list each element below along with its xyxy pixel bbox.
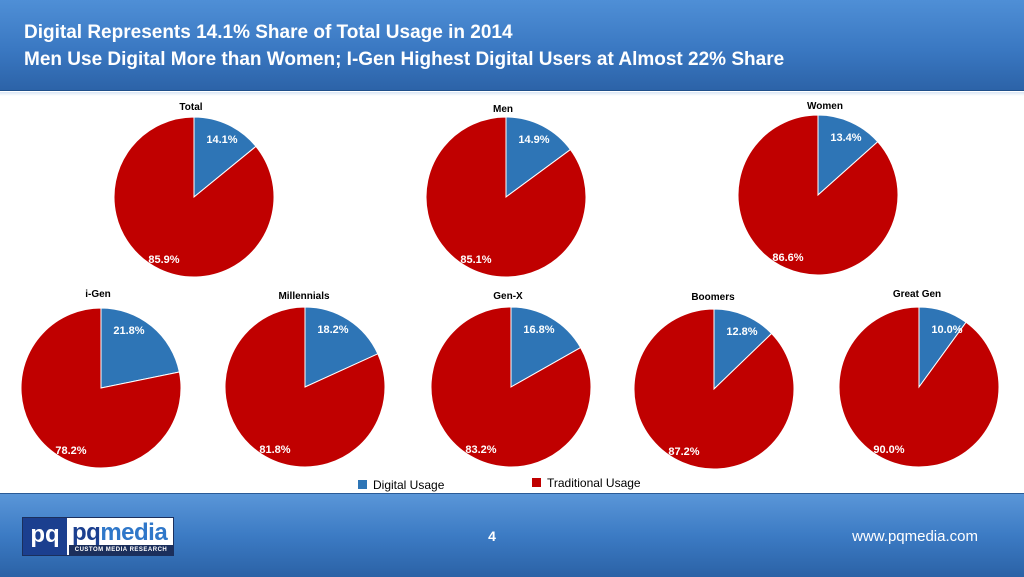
slice-label-digital: 16.8% [523, 324, 554, 336]
legend-swatch-digital [358, 480, 367, 489]
pie-chart-title: Men [493, 104, 513, 115]
pie-chart-title: Women [807, 101, 843, 112]
pie-chart-title: Gen-X [493, 291, 523, 302]
slice-label-traditional: 78.2% [55, 445, 86, 457]
pie-slice-traditional [113, 116, 275, 278]
slice-label-digital: 18.2% [317, 324, 348, 336]
legend-swatch-traditional [532, 478, 541, 487]
pie-chart-millennials: Millennials 18.2% 81.8% [224, 291, 386, 468]
slice-label-traditional: 87.2% [668, 446, 699, 458]
pie-charts-area: Total 14.1% 85.9% Men 14.9% 85.1% Women 13.4% 86… [20, 101, 1000, 492]
legend-label-traditional: Traditional Usage [547, 476, 641, 490]
slide-subtitle: Men Use Digital More than Women; I-Gen H… [24, 49, 785, 70]
page-number: 4 [488, 528, 496, 544]
title-banner: Digital Represents 14.1% Share of Total … [0, 0, 1024, 91]
pie-slice-traditional [430, 306, 592, 468]
slice-label-digital: 13.4% [830, 132, 861, 144]
slice-label-digital: 21.8% [113, 325, 144, 337]
pie-slice-traditional [633, 308, 795, 470]
logo-tagline: CUSTOM MEDIA RESEARCH [69, 545, 173, 555]
pie-slice-digital [510, 306, 582, 388]
pie-chart-women: Women 13.4% 86.6% [737, 101, 899, 276]
footer-bar: pq pqmedia CUSTOM MEDIA RESEARCH 4 www.p… [0, 493, 1024, 577]
pie-slice-digital [505, 116, 572, 198]
pqmedia-logo: pq pqmedia CUSTOM MEDIA RESEARCH [22, 517, 174, 556]
pie-chart-i-gen: i-Gen 21.8% 78.2% [20, 289, 182, 469]
chart-legend: Digital Usage Traditional Usage [358, 476, 641, 492]
pie-chart-total: Total 14.1% 85.9% [113, 102, 275, 278]
pie-chart-title: Great Gen [893, 289, 941, 300]
pie-slice-traditional [737, 114, 899, 276]
pie-chart-title: Millennials [278, 291, 330, 302]
logo-mark: pq [23, 518, 67, 555]
logo-wordmark-part1: pq [72, 519, 101, 546]
pie-slice-traditional [838, 306, 1000, 468]
slice-label-digital: 10.0% [931, 324, 962, 336]
slice-label-traditional: 83.2% [465, 444, 496, 456]
slice-label-digital: 14.1% [206, 134, 237, 146]
slice-label-traditional: 85.1% [460, 254, 491, 266]
slice-label-digital: 14.9% [518, 134, 549, 146]
slice-label-traditional: 90.0% [873, 444, 904, 456]
slice-label-digital: 12.8% [726, 326, 757, 338]
pie-slice-traditional [425, 116, 587, 278]
pie-chart-gen-x: Gen-X 16.8% 83.2% [430, 291, 592, 468]
pie-slice-digital [100, 307, 180, 389]
pie-chart-boomers: Boomers 12.8% 87.2% [633, 292, 795, 470]
logo-wordmark: pqmedia [72, 519, 168, 547]
pie-slice-digital [193, 116, 257, 199]
pie-chart-men: Men 14.9% 85.1% [425, 104, 587, 278]
pie-slice-digital [304, 306, 379, 388]
pie-chart-great-gen: Great Gen 10.0% 90.0% [838, 289, 1000, 468]
slide-title: Digital Represents 14.1% Share of Total … [24, 22, 513, 43]
pie-chart-title: Boomers [691, 292, 735, 303]
pie-chart-title: i-Gen [85, 289, 111, 300]
slice-label-traditional: 85.9% [148, 254, 179, 266]
pie-slice-digital [817, 114, 879, 197]
logo-wordmark-part2: media [100, 519, 168, 546]
pie-slice-traditional [20, 307, 182, 469]
legend-label-digital: Digital Usage [373, 478, 445, 492]
pie-chart-title: Total [179, 102, 202, 113]
pie-slice-digital [713, 308, 773, 391]
header-divider [0, 92, 1024, 96]
website-url[interactable]: www.pqmedia.com [852, 528, 978, 545]
slice-label-traditional: 86.6% [772, 252, 803, 264]
pie-slice-traditional [224, 306, 386, 468]
slice-label-traditional: 81.8% [259, 444, 290, 456]
